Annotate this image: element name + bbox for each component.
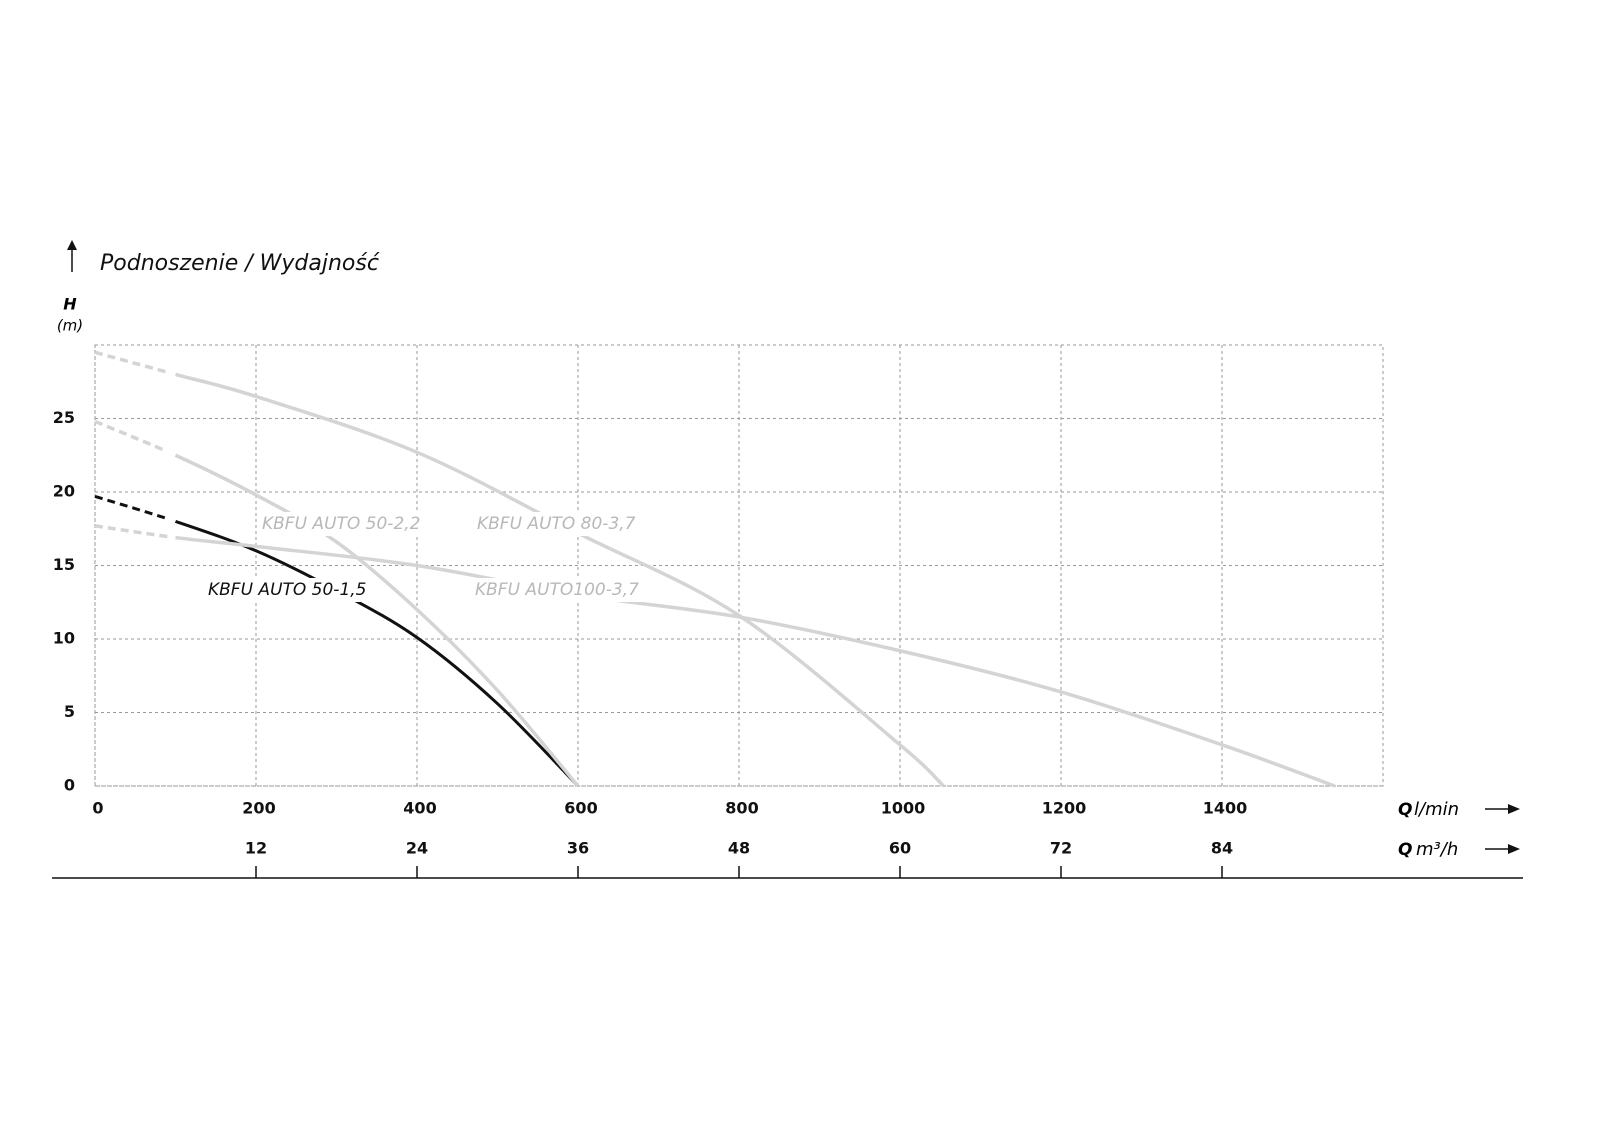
x-tick-label: 600 xyxy=(564,799,597,818)
x-tick-label: 1000 xyxy=(881,799,926,818)
x-tick-label: 0 xyxy=(92,799,103,818)
chart-title: Podnoszenie / Wydajność xyxy=(100,251,380,276)
x2-tick-label: 84 xyxy=(1211,839,1233,858)
series-label: KBFU AUTO 50-2,2 xyxy=(262,514,420,534)
series-label: KBFU AUTO100-3,7 xyxy=(475,580,639,600)
curve xyxy=(94,419,580,788)
label-bg xyxy=(204,578,371,602)
x-arrow-head xyxy=(1508,804,1520,814)
y-tick-label: 25 xyxy=(53,408,75,427)
x2-tick-label: 48 xyxy=(728,839,750,858)
x2-tick-label: 24 xyxy=(406,839,428,858)
x2-tick-label: 12 xyxy=(245,839,267,858)
x-tick-label: 1200 xyxy=(1042,799,1087,818)
x-label-symbol: Q xyxy=(1398,800,1412,820)
label-bg xyxy=(471,578,643,602)
label-bg xyxy=(258,512,425,536)
x2-tick-label: 60 xyxy=(889,839,911,858)
x-tick-label: 400 xyxy=(403,799,436,818)
curve xyxy=(94,524,1336,788)
x-tick-label: 800 xyxy=(725,799,758,818)
y-tick-label: 20 xyxy=(53,482,75,501)
x2-arrow-head xyxy=(1508,844,1520,854)
label-bg xyxy=(473,512,640,536)
x-tick-label: 200 xyxy=(242,799,275,818)
y-label-symbol: H xyxy=(63,295,77,314)
y-tick-label: 0 xyxy=(64,776,75,795)
x-label-unit: l/min xyxy=(1414,799,1459,820)
x2-tick-label: 72 xyxy=(1050,839,1072,858)
series-label: KBFU AUTO 50-1,5 xyxy=(208,580,366,600)
y-tick-label: 5 xyxy=(64,702,75,721)
curve xyxy=(94,350,945,788)
y-tick-label: 15 xyxy=(53,555,75,574)
x2-label-unit: m³/h xyxy=(1416,839,1458,860)
x2-tick-label: 36 xyxy=(567,839,589,858)
x2-label-symbol: Q xyxy=(1398,840,1412,860)
y-label-unit: (m) xyxy=(57,317,83,335)
y-tick-label: 10 xyxy=(53,629,75,648)
series-label: KBFU AUTO 80-3,7 xyxy=(477,514,636,534)
y-arrow-head xyxy=(67,240,77,250)
x-tick-label: 1400 xyxy=(1203,799,1248,818)
